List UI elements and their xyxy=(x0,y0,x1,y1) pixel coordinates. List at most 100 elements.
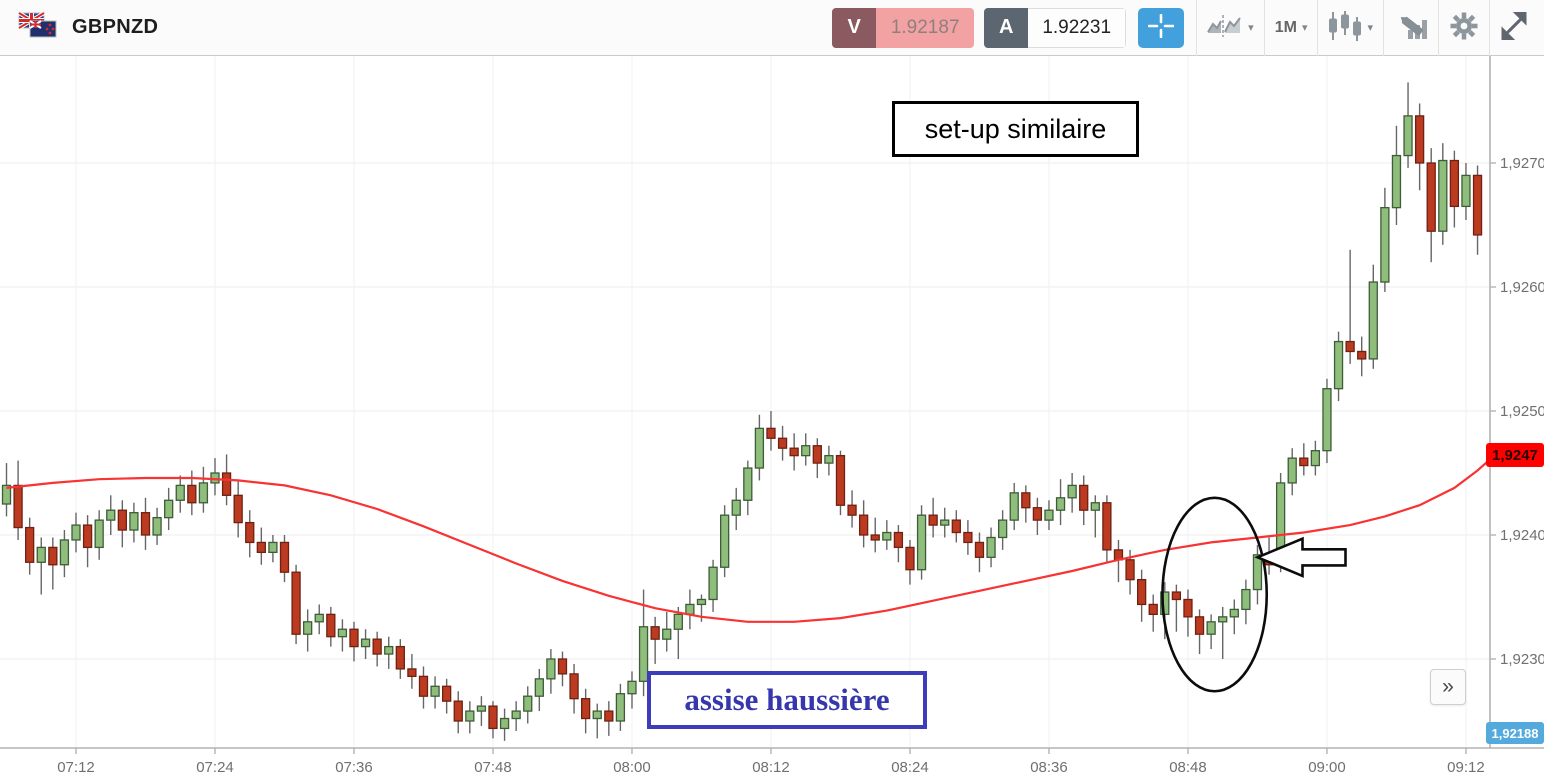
sell-button[interactable]: V 1.92187 xyxy=(832,7,975,48)
candle-up xyxy=(1252,554,1263,591)
candle-up xyxy=(615,693,626,722)
crosshair-button[interactable] xyxy=(1138,7,1185,48)
annotation-text: set-up similaire xyxy=(924,113,1107,144)
annotation-arrow[interactable] xyxy=(1254,536,1347,578)
candle-up xyxy=(673,613,683,630)
candle-down xyxy=(905,546,915,571)
candle-up xyxy=(708,566,718,601)
sell-price: 1.92187 xyxy=(876,7,975,48)
timeframe-button[interactable]: 1M ▾ xyxy=(1265,8,1318,48)
candle-up xyxy=(1333,340,1344,390)
candle-down xyxy=(221,472,232,496)
candle-down xyxy=(25,526,35,563)
candle-up xyxy=(1229,608,1239,618)
candle-up xyxy=(1368,281,1378,360)
candle-up xyxy=(1403,115,1413,157)
candle-up xyxy=(824,454,834,464)
time-tick-label: 08:24 xyxy=(891,759,929,776)
candle-down xyxy=(858,514,869,536)
chevron-down-icon: ▾ xyxy=(1248,22,1254,34)
candle-up xyxy=(743,467,753,501)
candle-down xyxy=(1299,457,1309,467)
candle-up xyxy=(384,645,394,655)
candle-down xyxy=(442,685,452,702)
annotation-assise-haussiere[interactable]: assise haussière xyxy=(647,671,927,729)
candle-up xyxy=(1461,174,1471,208)
candle-down xyxy=(291,571,301,635)
time-tick-label: 08:12 xyxy=(752,759,790,776)
candle-up xyxy=(523,695,533,712)
compare-chart-button[interactable]: ▾ xyxy=(1197,8,1264,48)
buy-badge: A xyxy=(984,7,1029,48)
candle-up xyxy=(106,509,116,521)
toolbar-divider xyxy=(1489,0,1490,56)
candle-down xyxy=(569,673,579,700)
candle-up xyxy=(1241,588,1251,611)
time-tick-label: 09:00 xyxy=(1308,759,1346,776)
time-tick-label: 07:12 xyxy=(57,759,95,776)
candle-down xyxy=(1032,507,1043,521)
annotation-setup-similaire[interactable]: set-up similaire xyxy=(892,101,1139,157)
candlestick-chart-canvas[interactable]: 1,9270 1,9260 1,9250 1,9240 1,9230 07:12 07:24… xyxy=(0,56,1544,781)
chevron-down-icon: ▾ xyxy=(1367,22,1373,34)
candle-down xyxy=(1102,502,1112,551)
candle-up xyxy=(198,482,209,504)
buy-button[interactable]: A 1.92231 xyxy=(984,7,1127,48)
candle-down xyxy=(1148,603,1158,616)
time-tick-label: 07:24 xyxy=(196,759,234,776)
candle-down xyxy=(1079,484,1089,511)
pencil-chart-icon xyxy=(1394,12,1428,43)
candle-down xyxy=(1449,159,1460,208)
candle-down xyxy=(1136,578,1147,606)
candle-up xyxy=(546,658,556,680)
candle-up xyxy=(476,705,487,712)
candle-down xyxy=(835,454,846,506)
scroll-to-latest-button[interactable]: » xyxy=(1430,669,1466,705)
price-tick-label: 1,9270 xyxy=(1500,155,1544,172)
candle-down xyxy=(893,531,904,549)
candle-up xyxy=(627,680,637,695)
fullscreen-button[interactable] xyxy=(1490,8,1538,48)
candle-down xyxy=(82,524,93,549)
candle-up xyxy=(882,531,892,541)
price-tick-label: 1,9250 xyxy=(1500,403,1544,420)
drawing-tools-button[interactable] xyxy=(1384,8,1438,48)
compare-chart-icon xyxy=(1207,13,1243,42)
candle-up xyxy=(754,427,765,469)
candle-up xyxy=(129,512,139,531)
candle-up xyxy=(1,484,12,505)
candle-up xyxy=(59,539,70,566)
candle-up xyxy=(592,710,602,720)
annotation-ellipse[interactable] xyxy=(1161,496,1269,693)
candle-down xyxy=(766,427,776,439)
price-chart[interactable]: 1,9270 1,9260 1,9250 1,9240 1,9230 07:12 07:24… xyxy=(0,56,1544,781)
candle-up xyxy=(801,445,811,457)
candle-up xyxy=(511,710,521,720)
candle-up xyxy=(1044,509,1054,521)
candle-up xyxy=(685,603,695,616)
candle-down xyxy=(604,710,614,722)
candle-down xyxy=(581,698,591,720)
candle-down xyxy=(1194,616,1205,635)
candle-down xyxy=(1171,591,1182,601)
candle-down xyxy=(245,521,255,544)
toolbar-divider xyxy=(1438,0,1439,56)
expand-arrows-icon xyxy=(1500,11,1528,43)
candle-up xyxy=(719,514,730,568)
buy-price: 1.92231 xyxy=(1028,7,1127,48)
toolbar-divider xyxy=(1196,0,1198,56)
candle-down xyxy=(1414,115,1425,164)
candle-down xyxy=(928,514,938,526)
settings-button[interactable] xyxy=(1439,8,1489,48)
candle-down xyxy=(13,484,23,529)
candle-up xyxy=(314,613,324,623)
candle-down xyxy=(1345,340,1355,353)
chart-type-button[interactable]: ▾ xyxy=(1318,8,1383,48)
price-tick-label: 1,9230 xyxy=(1500,651,1544,668)
time-tick-label: 08:48 xyxy=(1169,759,1207,776)
candle-up xyxy=(152,516,162,536)
time-tick-label: 07:36 xyxy=(335,759,373,776)
candle-down xyxy=(453,700,463,722)
candle-down xyxy=(233,494,243,524)
